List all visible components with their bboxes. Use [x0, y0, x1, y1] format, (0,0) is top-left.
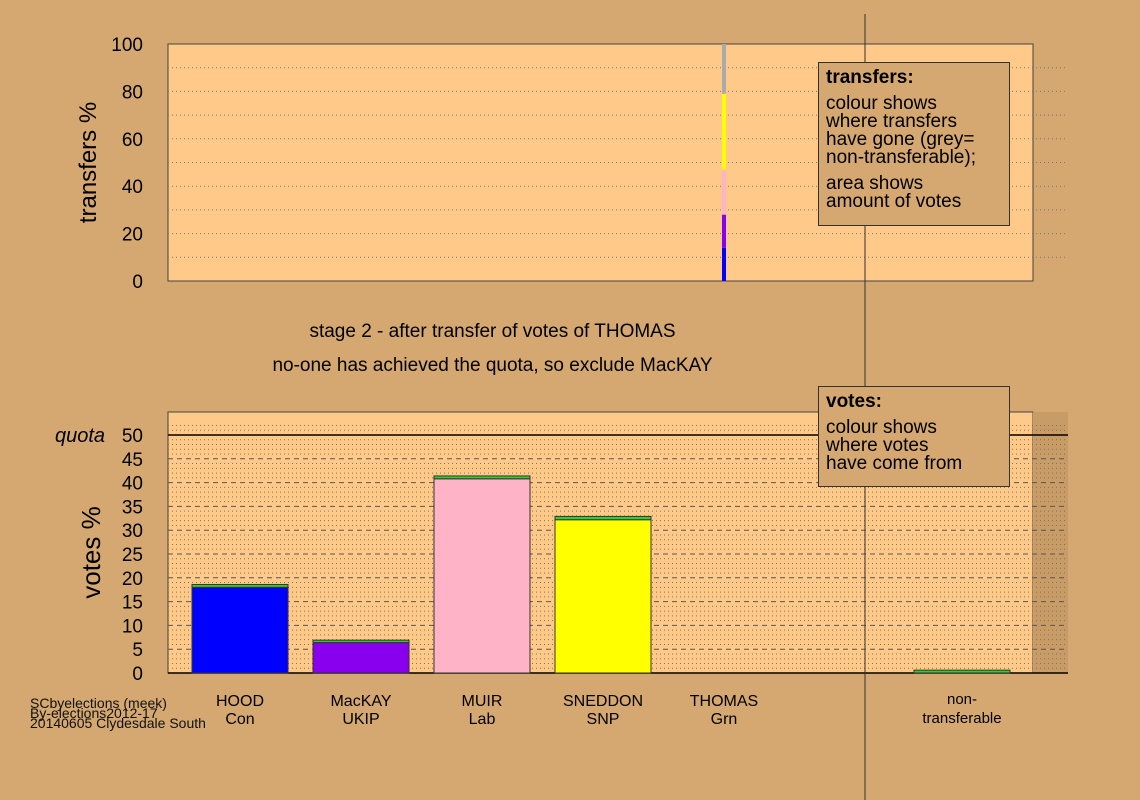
candidate-party-label: Con	[225, 711, 254, 728]
source-line-2: By-elections2012-17	[30, 705, 158, 721]
votes-tick-label: 10	[122, 616, 143, 637]
transfer-segment	[722, 247, 726, 281]
nontransferable-label: non-	[947, 691, 977, 708]
source-line-3: 20140605 Clydesdale South	[30, 715, 206, 731]
candidate-name-label: MacKAY	[330, 693, 391, 710]
transfers-legend: transfers: colour shows where transfers …	[818, 62, 1010, 226]
candidate-name-label: HOOD	[216, 693, 264, 710]
votes-tick-label: 40	[122, 474, 143, 495]
nontransferable-label: transferable	[922, 710, 1001, 727]
votes-legend-line: colour shows	[826, 417, 937, 438]
transfers-legend-line: amount of votes	[826, 191, 962, 212]
candidate-transfer-bar	[312, 639, 410, 644]
candidate-bar	[433, 478, 531, 674]
candidate-party-label: SNP	[587, 711, 620, 728]
stage-caption: stage 2 - after transfer of votes of THO…	[309, 321, 676, 342]
status-caption: no-one has achieved the quota, so exclud…	[272, 355, 713, 376]
votes-tick-label: 15	[122, 593, 143, 614]
candidate-transfer-bar	[191, 583, 289, 588]
votes-tick-label: 35	[122, 497, 143, 518]
transfers-legend-line: colour shows	[826, 93, 937, 114]
candidate-party-label: Lab	[469, 711, 496, 728]
transfer-segment	[722, 169, 726, 215]
transfers-tick-label: 80	[122, 82, 143, 103]
votes-legend: votes: colour shows where votes have com…	[818, 386, 1010, 487]
transfers-tick-label: 60	[122, 130, 143, 151]
transfers-legend-line: where transfers	[826, 111, 957, 132]
quota-label: quota	[55, 425, 105, 447]
votes-legend-title: votes:	[826, 391, 882, 412]
votes-legend-line: where votes	[826, 435, 929, 456]
candidate-transfer-bar	[554, 515, 652, 521]
transfers-legend-line: have gone (grey=	[826, 129, 975, 150]
votes-tick-label: 20	[122, 569, 143, 590]
transfers-tick-label: 20	[122, 225, 143, 246]
votes-tick-label: 5	[132, 640, 143, 661]
transfers-tick-label: 0	[132, 272, 143, 293]
votes-axis-label: votes %	[76, 506, 106, 599]
votes-tick-label: 30	[122, 521, 143, 542]
candidate-name-label: THOMAS	[690, 693, 758, 710]
transfers-tick-label: 40	[122, 177, 143, 198]
candidate-transfer-bar	[433, 475, 531, 480]
transfer-segment	[722, 44, 726, 94]
candidate-bar	[554, 519, 652, 674]
candidate-party-label: UKIP	[342, 711, 379, 728]
transfers-axis-label: transfers %	[75, 102, 102, 223]
candidate-bar	[191, 586, 289, 674]
votes-tick-label: 45	[122, 450, 143, 471]
candidate-name-label: SNEDDON	[563, 693, 643, 710]
votes-tick-label: 0	[132, 664, 143, 685]
source-line-1: SCbyelections (meek)	[30, 695, 167, 711]
votes-legend-line: have come from	[826, 453, 963, 474]
nontransferable-bar	[913, 669, 1011, 674]
candidate-name-label: MUIR	[462, 693, 503, 710]
candidate-party-label: Grn	[711, 711, 738, 728]
transfer-segment	[722, 214, 726, 248]
transfers-legend-line: non-transferable);	[826, 147, 976, 168]
candidate-bar	[312, 642, 410, 674]
votes-plot-margin	[1033, 412, 1068, 673]
votes-tick-label: 25	[122, 545, 143, 566]
transfers-legend-title: transfers:	[826, 67, 914, 88]
transfer-segment	[722, 93, 726, 170]
transfers-legend-line: area shows	[826, 173, 924, 194]
transfers-tick-label: 100	[111, 35, 143, 56]
votes-tick-label: 50	[122, 426, 143, 447]
